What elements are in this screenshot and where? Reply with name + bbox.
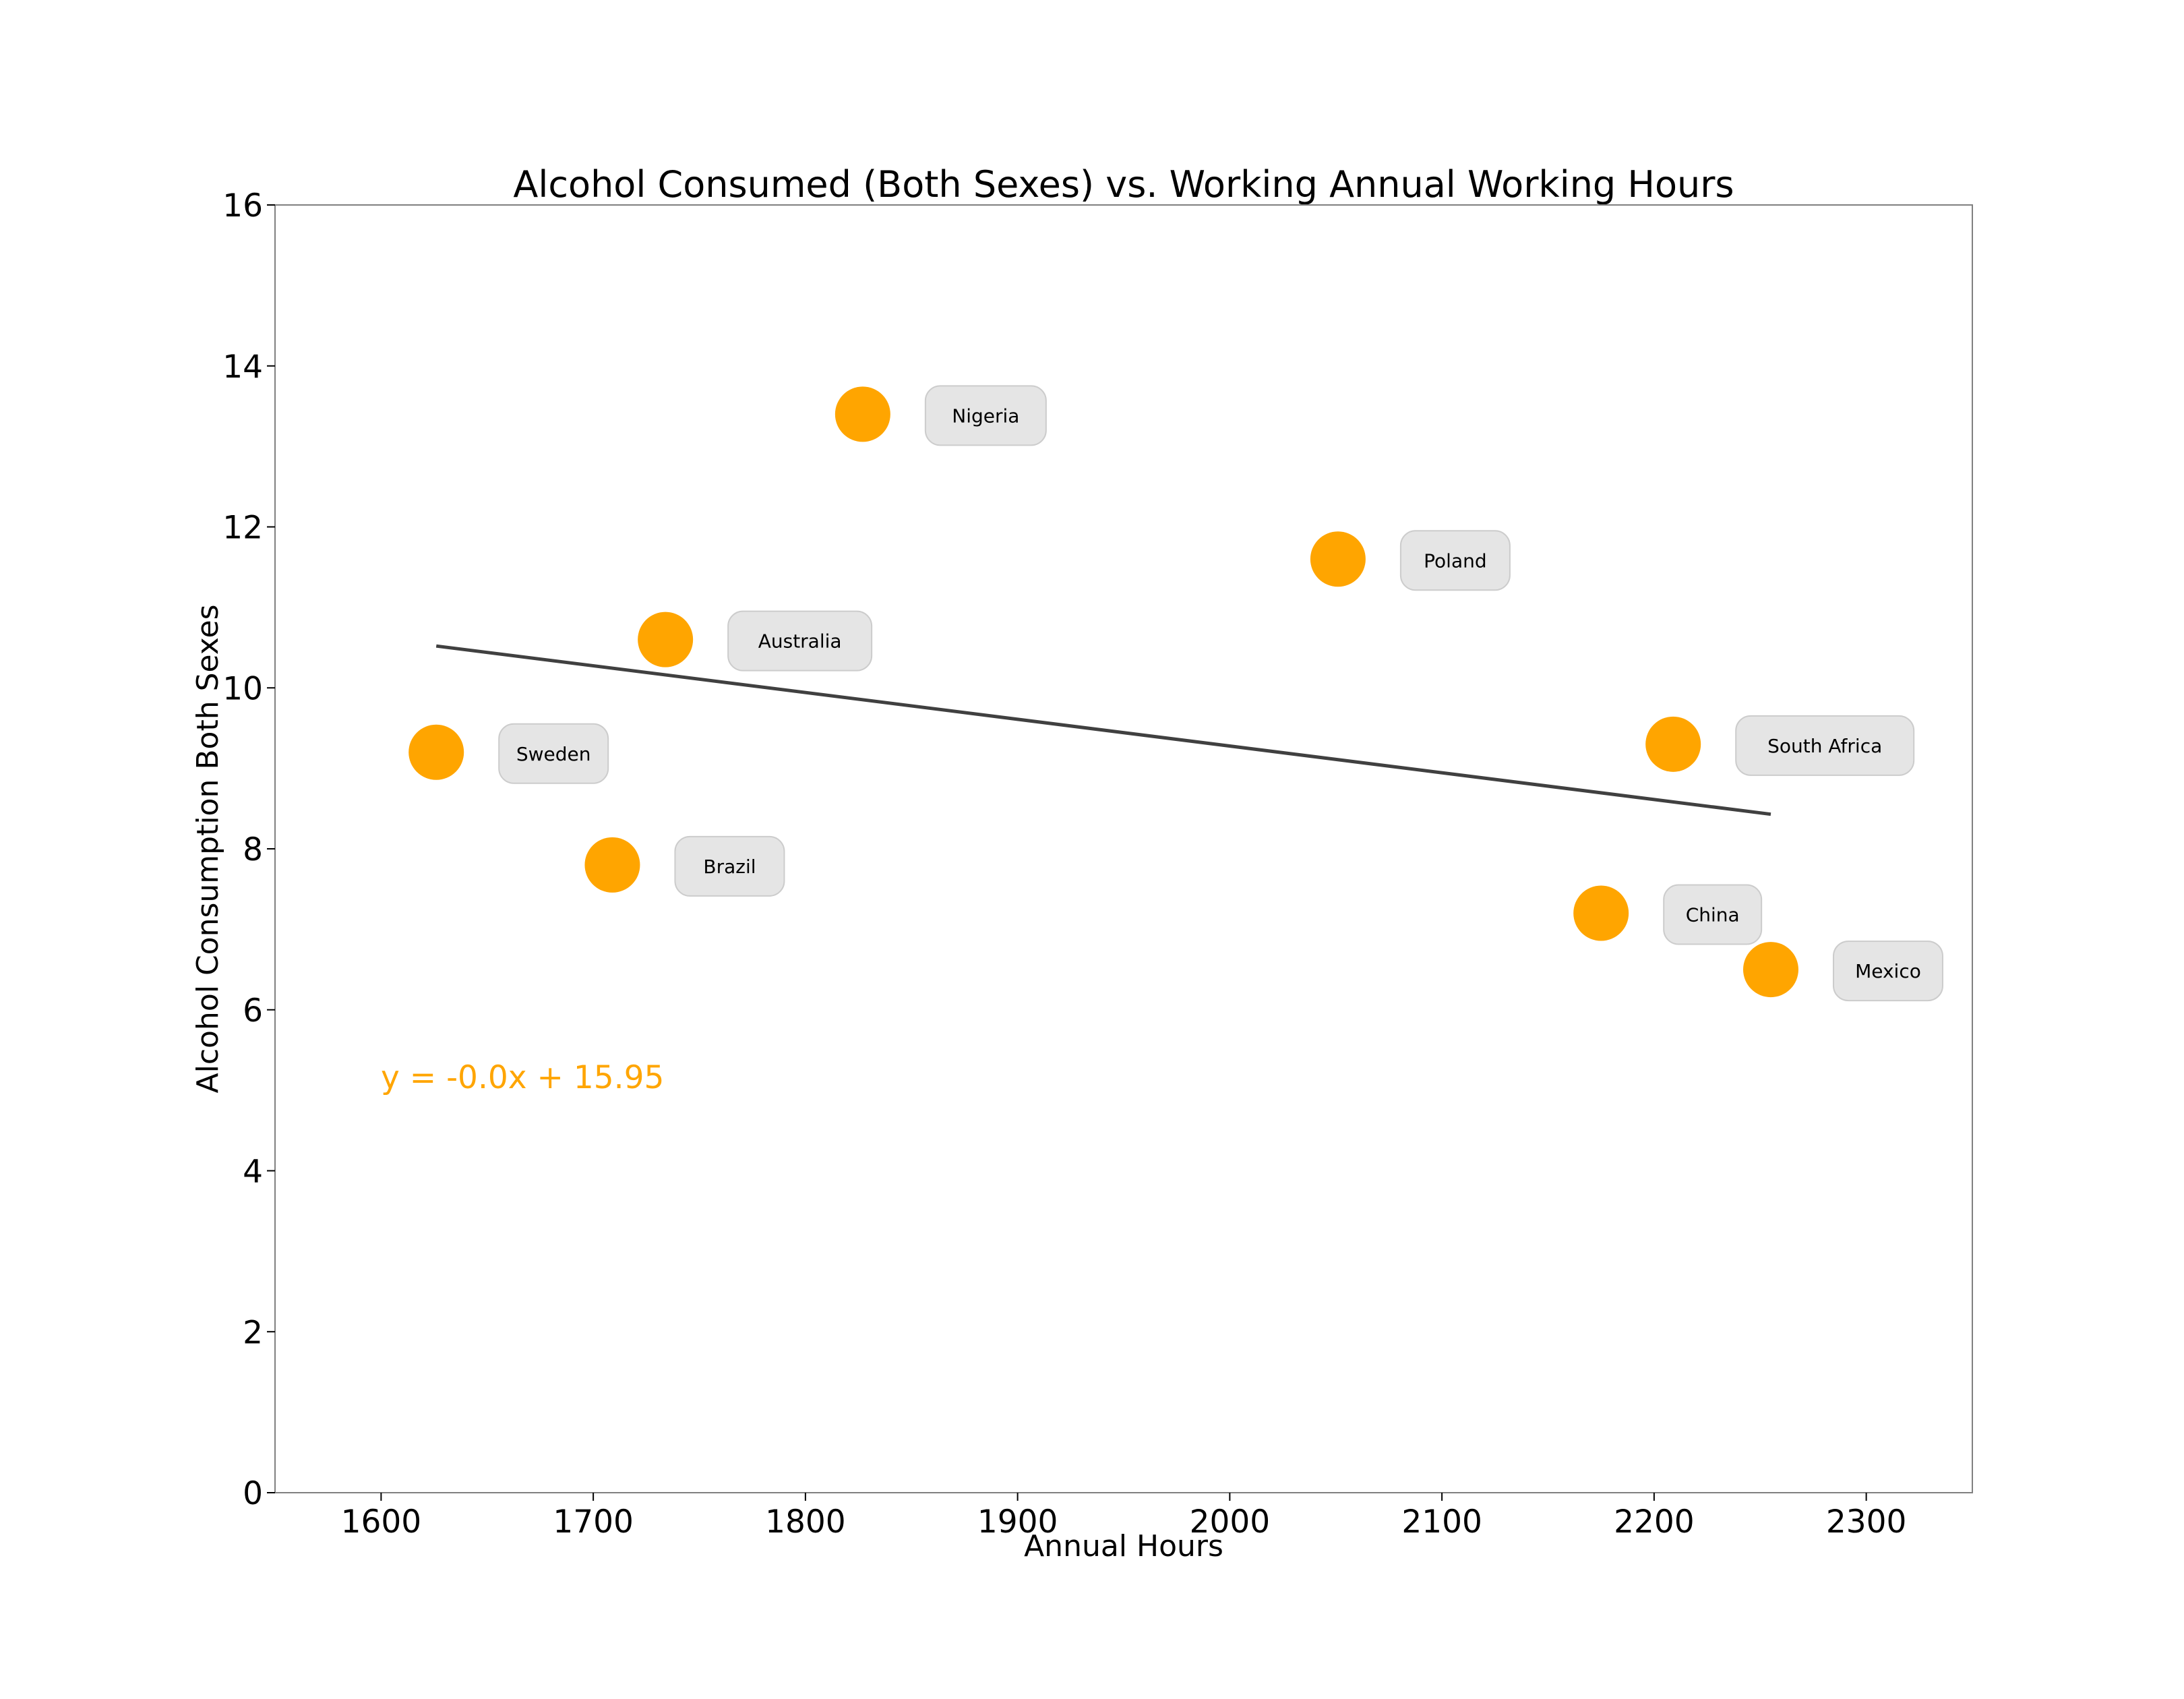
point-label-box xyxy=(498,723,609,784)
y-axis-label: Alcohol Consumption Both Sexes xyxy=(191,605,225,1094)
y-tick-label: 4 xyxy=(243,1154,263,1191)
x-tick-label: 2000 xyxy=(1190,1503,1271,1541)
point-label-box xyxy=(1399,530,1511,591)
data-point xyxy=(638,612,694,667)
data-point xyxy=(1645,716,1701,772)
point-label: Sweden xyxy=(498,723,609,784)
point-label: South Africa xyxy=(1735,715,1915,776)
point-label-text: Nigeria xyxy=(952,405,1019,427)
point-label-text: Brazil xyxy=(703,856,756,878)
y-tick-label: 8 xyxy=(243,831,263,868)
y-tick-label: 10 xyxy=(222,670,263,707)
point-label-text: Poland xyxy=(1424,549,1486,572)
data-point xyxy=(835,386,890,442)
point-label: Mexico xyxy=(1832,941,1943,1002)
y-tick-label: 14 xyxy=(222,349,263,386)
chart-title: Alcohol Consumed (Both Sexes) vs. Workin… xyxy=(513,163,1734,206)
point-label: Brazil xyxy=(674,835,785,897)
y-tick-label: 6 xyxy=(243,992,263,1030)
data-point xyxy=(1742,942,1798,998)
y-axis-ticks: 0 2 4 6 8 10 12 14 16 xyxy=(222,187,275,1512)
point-label-box xyxy=(924,385,1047,446)
point-label-text: Sweden xyxy=(516,743,591,765)
x-tick-label: 1900 xyxy=(977,1503,1058,1541)
plot-frame xyxy=(274,204,1973,1493)
data-point xyxy=(1573,885,1629,941)
point-label: Australia xyxy=(727,610,873,672)
plot-marks: Sweden Brazil Australia Nigeria Poland China S… xyxy=(408,385,1943,1002)
point-label-text: Australia xyxy=(758,630,842,653)
y-tick-label: 0 xyxy=(243,1475,263,1512)
point-label-box xyxy=(1663,884,1763,945)
x-tick-label: 1800 xyxy=(765,1503,846,1541)
data-point xyxy=(584,837,640,893)
trend-line xyxy=(435,644,1771,816)
point-label-box xyxy=(1832,941,1943,1002)
point-label-box xyxy=(727,610,873,672)
x-axis-label: Annual Hours xyxy=(1024,1529,1223,1563)
y-tick-label: 12 xyxy=(222,510,263,547)
x-axis-ticks: 1600 1700 1800 1900 2000 2100 2200 2300 xyxy=(341,1493,1907,1541)
point-label-text: China xyxy=(1686,904,1740,926)
point-label-box xyxy=(674,835,785,897)
point-label: Poland xyxy=(1399,530,1511,591)
y-tick-label: 16 xyxy=(222,187,263,225)
x-tick-label: 1600 xyxy=(341,1503,422,1541)
x-tick-label: 1700 xyxy=(553,1503,634,1541)
x-tick-label: 2300 xyxy=(1826,1503,1907,1541)
regression-equation: y = -0.0x + 15.95 xyxy=(381,1059,664,1096)
x-tick-label: 2200 xyxy=(1614,1503,1695,1541)
point-label-box xyxy=(1735,715,1915,776)
data-point xyxy=(408,724,464,780)
data-point xyxy=(1310,531,1366,587)
point-label: China xyxy=(1663,884,1763,945)
point-label-text: South Africa xyxy=(1767,735,1882,757)
point-label-text: Mexico xyxy=(1855,960,1921,982)
y-tick-label: 2 xyxy=(243,1314,263,1351)
x-tick-label: 2100 xyxy=(1401,1503,1482,1541)
point-label: Nigeria xyxy=(924,385,1047,446)
